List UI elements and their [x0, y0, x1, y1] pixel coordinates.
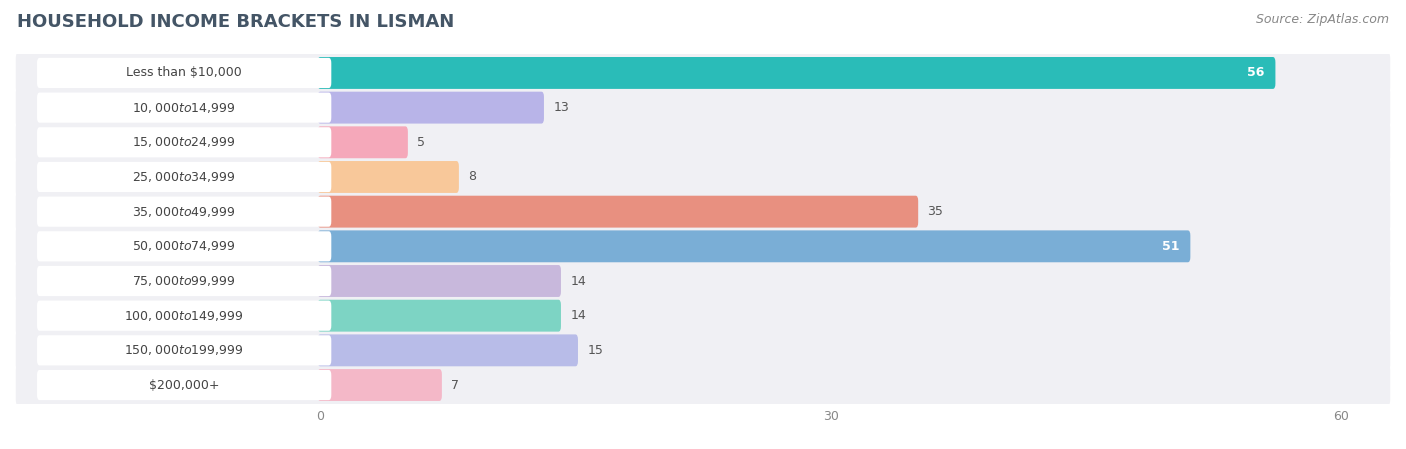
Text: $25,000 to $34,999: $25,000 to $34,999	[132, 170, 236, 184]
Text: HOUSEHOLD INCOME BRACKETS IN LISMAN: HOUSEHOLD INCOME BRACKETS IN LISMAN	[17, 13, 454, 31]
FancyBboxPatch shape	[318, 126, 408, 158]
Text: $200,000+: $200,000+	[149, 379, 219, 392]
FancyBboxPatch shape	[15, 364, 1391, 406]
FancyBboxPatch shape	[15, 52, 1391, 94]
FancyBboxPatch shape	[15, 295, 1391, 337]
Text: 7: 7	[451, 379, 460, 392]
FancyBboxPatch shape	[15, 329, 1391, 371]
FancyBboxPatch shape	[15, 260, 1391, 302]
FancyBboxPatch shape	[15, 156, 1391, 198]
Text: 51: 51	[1161, 240, 1180, 253]
FancyBboxPatch shape	[318, 196, 918, 228]
FancyBboxPatch shape	[37, 197, 332, 227]
FancyBboxPatch shape	[37, 231, 332, 261]
FancyBboxPatch shape	[318, 230, 1191, 262]
Text: Source: ZipAtlas.com: Source: ZipAtlas.com	[1256, 13, 1389, 26]
FancyBboxPatch shape	[15, 190, 1391, 233]
FancyBboxPatch shape	[318, 92, 544, 123]
Text: $35,000 to $49,999: $35,000 to $49,999	[132, 205, 236, 219]
FancyBboxPatch shape	[318, 335, 578, 366]
FancyBboxPatch shape	[318, 300, 561, 332]
Text: $15,000 to $24,999: $15,000 to $24,999	[132, 135, 236, 150]
Text: 15: 15	[588, 344, 603, 357]
FancyBboxPatch shape	[37, 266, 332, 296]
Text: $100,000 to $149,999: $100,000 to $149,999	[125, 308, 243, 323]
FancyBboxPatch shape	[37, 127, 332, 158]
FancyBboxPatch shape	[318, 369, 441, 401]
Text: 14: 14	[571, 309, 586, 322]
FancyBboxPatch shape	[37, 92, 332, 123]
Text: 8: 8	[468, 171, 477, 184]
Text: 5: 5	[418, 136, 425, 149]
FancyBboxPatch shape	[37, 370, 332, 400]
Text: $150,000 to $199,999: $150,000 to $199,999	[125, 343, 243, 357]
FancyBboxPatch shape	[318, 161, 458, 193]
FancyBboxPatch shape	[37, 58, 332, 88]
Text: $50,000 to $74,999: $50,000 to $74,999	[132, 239, 236, 253]
FancyBboxPatch shape	[15, 121, 1391, 163]
FancyBboxPatch shape	[15, 225, 1391, 268]
Text: 13: 13	[554, 101, 569, 114]
FancyBboxPatch shape	[37, 300, 332, 331]
FancyBboxPatch shape	[318, 265, 561, 297]
Text: 14: 14	[571, 274, 586, 287]
Text: 56: 56	[1247, 66, 1264, 79]
FancyBboxPatch shape	[15, 87, 1391, 129]
FancyBboxPatch shape	[37, 335, 332, 365]
Text: $75,000 to $99,999: $75,000 to $99,999	[132, 274, 236, 288]
Text: 35: 35	[928, 205, 943, 218]
Text: Less than $10,000: Less than $10,000	[127, 66, 242, 79]
FancyBboxPatch shape	[37, 162, 332, 192]
FancyBboxPatch shape	[318, 57, 1275, 89]
Text: $10,000 to $14,999: $10,000 to $14,999	[132, 101, 236, 114]
